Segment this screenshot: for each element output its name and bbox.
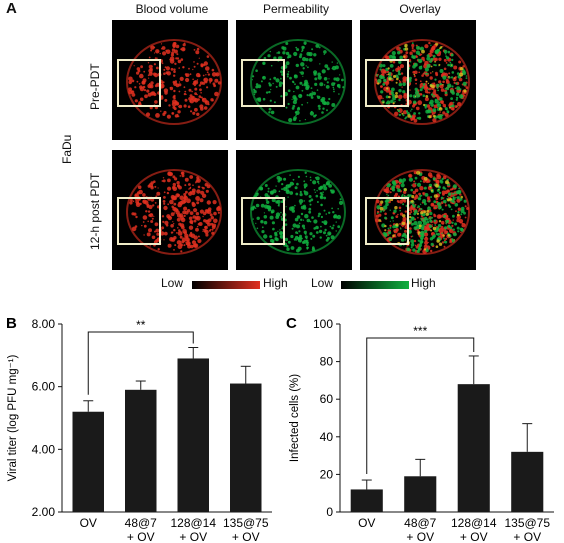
y-axis-label: Infected cells (%)	[289, 374, 301, 462]
panel-letter: C	[286, 315, 297, 332]
bar	[125, 389, 157, 512]
scan-blood-pre-pdt	[112, 20, 228, 140]
y-tick-label: 2.00	[32, 505, 56, 519]
category-label: OV	[358, 516, 375, 530]
significance-label: ***	[413, 324, 427, 338]
category-label: + OV	[460, 530, 488, 543]
bar	[72, 411, 104, 512]
legend-green-low: Low	[311, 276, 334, 290]
category-label: 135@75	[223, 516, 269, 530]
column-title-overlay: Overlay	[399, 2, 441, 16]
y-tick-label: 80	[320, 355, 334, 369]
category-label: 128@14	[451, 516, 497, 530]
significance-label: **	[136, 318, 146, 332]
y-tick-label: 100	[313, 317, 333, 331]
category-label: 48@7	[125, 516, 158, 530]
scan-perm-post-pdt	[236, 150, 352, 270]
y-tick-label: 4.00	[32, 442, 56, 456]
category-label: 135@75	[504, 516, 550, 530]
y-tick-label: 0	[326, 505, 333, 519]
category-label: + OV	[232, 530, 260, 543]
category-label: + OV	[127, 530, 155, 543]
significance-bracket	[366, 337, 475, 475]
bar	[457, 384, 490, 512]
scan-blood-post-pdt	[112, 150, 228, 270]
legend-red-low: Low	[161, 276, 184, 290]
category-label: + OV	[513, 530, 541, 543]
legend-red-gradient	[192, 281, 260, 289]
y-tick-label: 20	[320, 467, 334, 481]
bar	[177, 358, 209, 512]
significance-bracket	[87, 331, 194, 395]
chart-viral-titer: B 2.00 4.00 6.00 8.00 Viral titer (log PFU mg…	[6, 315, 272, 543]
column-title-blood-volume: Blood volume	[135, 2, 209, 16]
group-label-fadu: FaDu	[60, 134, 74, 164]
category-label: 128@14	[170, 516, 216, 530]
category-label: + OV	[406, 530, 434, 543]
category-label: + OV	[179, 530, 207, 543]
row-label-pre-pdt: Pre-PDT	[88, 63, 102, 110]
y-tick-label: 40	[320, 430, 334, 444]
panel-a-letter: A	[6, 0, 17, 17]
y-tick-label: 8.00	[32, 317, 56, 331]
category-label: OV	[80, 516, 97, 530]
y-tick-label: 60	[320, 392, 334, 406]
scan-perm-pre-pdt	[236, 20, 352, 140]
row-label-post-pdt: 12-h post PDT	[88, 172, 102, 250]
legend-green-high: High	[411, 276, 436, 290]
y-axis-label: Viral titer (log PFU mg⁻¹)	[7, 355, 19, 482]
panel-letter: B	[6, 315, 17, 332]
bar	[404, 476, 437, 512]
y-tick-label: 6.00	[32, 380, 56, 394]
scan-overlay-pre-pdt	[360, 20, 476, 140]
bar	[230, 383, 262, 512]
legend-red-high: High	[263, 276, 288, 290]
column-title-permeability: Permeability	[262, 2, 330, 16]
scan-overlay-post-pdt	[360, 150, 476, 270]
category-label: 48@7	[404, 516, 437, 530]
legend-green-gradient	[341, 281, 409, 289]
bar	[511, 451, 544, 512]
bar	[350, 489, 383, 512]
